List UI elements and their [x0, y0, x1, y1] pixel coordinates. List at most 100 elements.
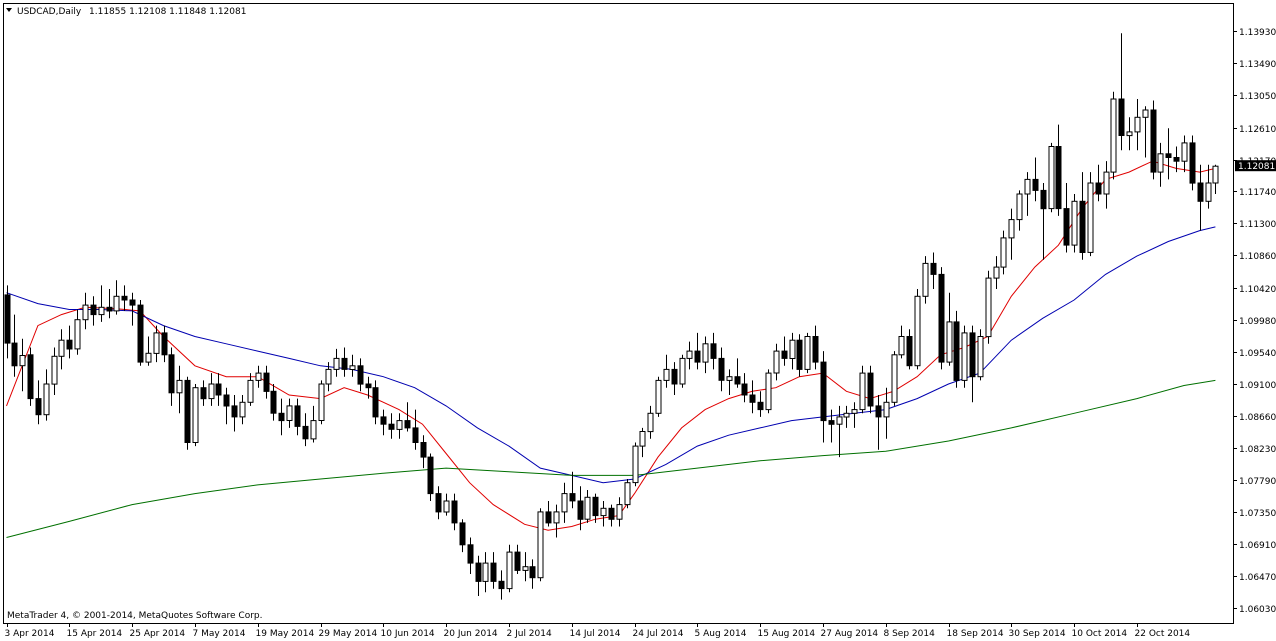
candle-body-bull [1008, 219, 1015, 239]
candle [1103, 161, 1110, 209]
candle [443, 493, 450, 516]
candle-body-bull [82, 304, 89, 321]
candle-body-bull [1071, 200, 1078, 246]
candle-body-bull [1126, 131, 1133, 137]
candle-body-bear [741, 383, 748, 396]
candle [702, 336, 709, 374]
candle-body-bull [804, 336, 811, 370]
candle-body-bull [789, 339, 796, 360]
candle [961, 325, 968, 388]
candle [686, 341, 693, 370]
candle [278, 398, 285, 436]
candle-body-bull [325, 368, 332, 385]
candle [1040, 183, 1047, 260]
candle-body-bear [357, 365, 364, 385]
candle-body-bear [11, 342, 18, 367]
candle [176, 365, 183, 414]
candle-body-bull [686, 350, 693, 359]
candle-body-bear [514, 551, 521, 571]
candle [789, 332, 796, 370]
candle-body-bear [278, 412, 285, 422]
candle-body-bear [694, 350, 701, 363]
candle [1134, 99, 1141, 151]
candle-body-bull [19, 355, 26, 367]
current-price-badge [1235, 160, 1276, 172]
candle [459, 519, 466, 553]
candle-body-bull [922, 262, 929, 297]
candle [569, 471, 576, 509]
candle-body-bull [765, 372, 772, 411]
candle [74, 309, 81, 355]
y-tick-label: 1.06030 [1239, 605, 1276, 615]
candle-body-bull [98, 306, 105, 316]
candle-body-bull [192, 387, 199, 444]
candle-body-bull [1181, 142, 1188, 162]
candle [938, 267, 945, 370]
candle-body-bear [1165, 153, 1172, 159]
candle [859, 365, 866, 414]
candle-body-bear [828, 420, 835, 425]
candle [836, 405, 843, 458]
candle-body-bull [51, 355, 58, 385]
candle-body-bear [90, 304, 97, 316]
candle-body-bear [796, 339, 803, 370]
candle-body-bear [168, 354, 175, 394]
candle-body-bull [113, 295, 120, 312]
candle-body-bull [946, 321, 953, 363]
collapse-triangle-icon[interactable] [6, 8, 12, 12]
candle [1071, 194, 1078, 253]
candle-body-bull [176, 379, 183, 394]
candle-body-bull [961, 332, 968, 381]
candle [969, 325, 976, 403]
candle [749, 380, 756, 414]
candle [310, 405, 317, 443]
candle-body-bull [1212, 165, 1219, 184]
candle-body-bear [734, 376, 741, 385]
plot-area [3, 3, 1234, 624]
y-tick-label: 1.08230 [1239, 445, 1276, 455]
candle [1063, 183, 1070, 253]
x-tick-label: 30 Sep 2014 [1009, 629, 1066, 639]
candle [66, 325, 73, 359]
candle-body-bull [255, 372, 262, 381]
candle [1205, 164, 1212, 209]
candle [404, 402, 411, 432]
candle-body-bear [137, 304, 144, 363]
candle [804, 332, 811, 374]
y-tick-label: 1.10860 [1239, 252, 1276, 262]
candle [498, 570, 505, 600]
candle [184, 376, 191, 450]
candle-body-bear [388, 423, 395, 430]
candle [914, 289, 921, 370]
y-tick-label: 1.12610 [1239, 125, 1276, 135]
candle [11, 314, 18, 377]
y-tick-label: 1.13490 [1239, 60, 1276, 70]
candle [726, 369, 733, 395]
candle [208, 373, 215, 406]
candle-body-bear [1063, 208, 1070, 246]
candle-body-bear [129, 299, 136, 306]
candle-body-bear [263, 372, 270, 392]
candle [545, 501, 552, 527]
candle [1118, 33, 1125, 151]
candle [584, 490, 591, 523]
candle [946, 292, 953, 366]
candle-body-bear [569, 493, 576, 502]
candle [161, 325, 168, 363]
candle-body-bear [435, 493, 442, 513]
candle [435, 486, 442, 520]
candle-body-bull [836, 416, 843, 425]
candle [1048, 142, 1055, 213]
candle [977, 329, 984, 381]
candle-body-bull [726, 376, 733, 381]
candle-body-bull [600, 507, 607, 517]
x-tick-label: 8 Sep 2014 [884, 629, 936, 639]
candle-body-bull [647, 412, 654, 433]
candle [4, 285, 11, 359]
y-tick-label: 1.09100 [1239, 381, 1276, 391]
copyright-text: MetaTrader 4, © 2001-2014, MetaQuotes So… [7, 611, 263, 621]
x-tick-label: 14 Jul 2014 [570, 629, 621, 639]
candle [333, 348, 340, 377]
